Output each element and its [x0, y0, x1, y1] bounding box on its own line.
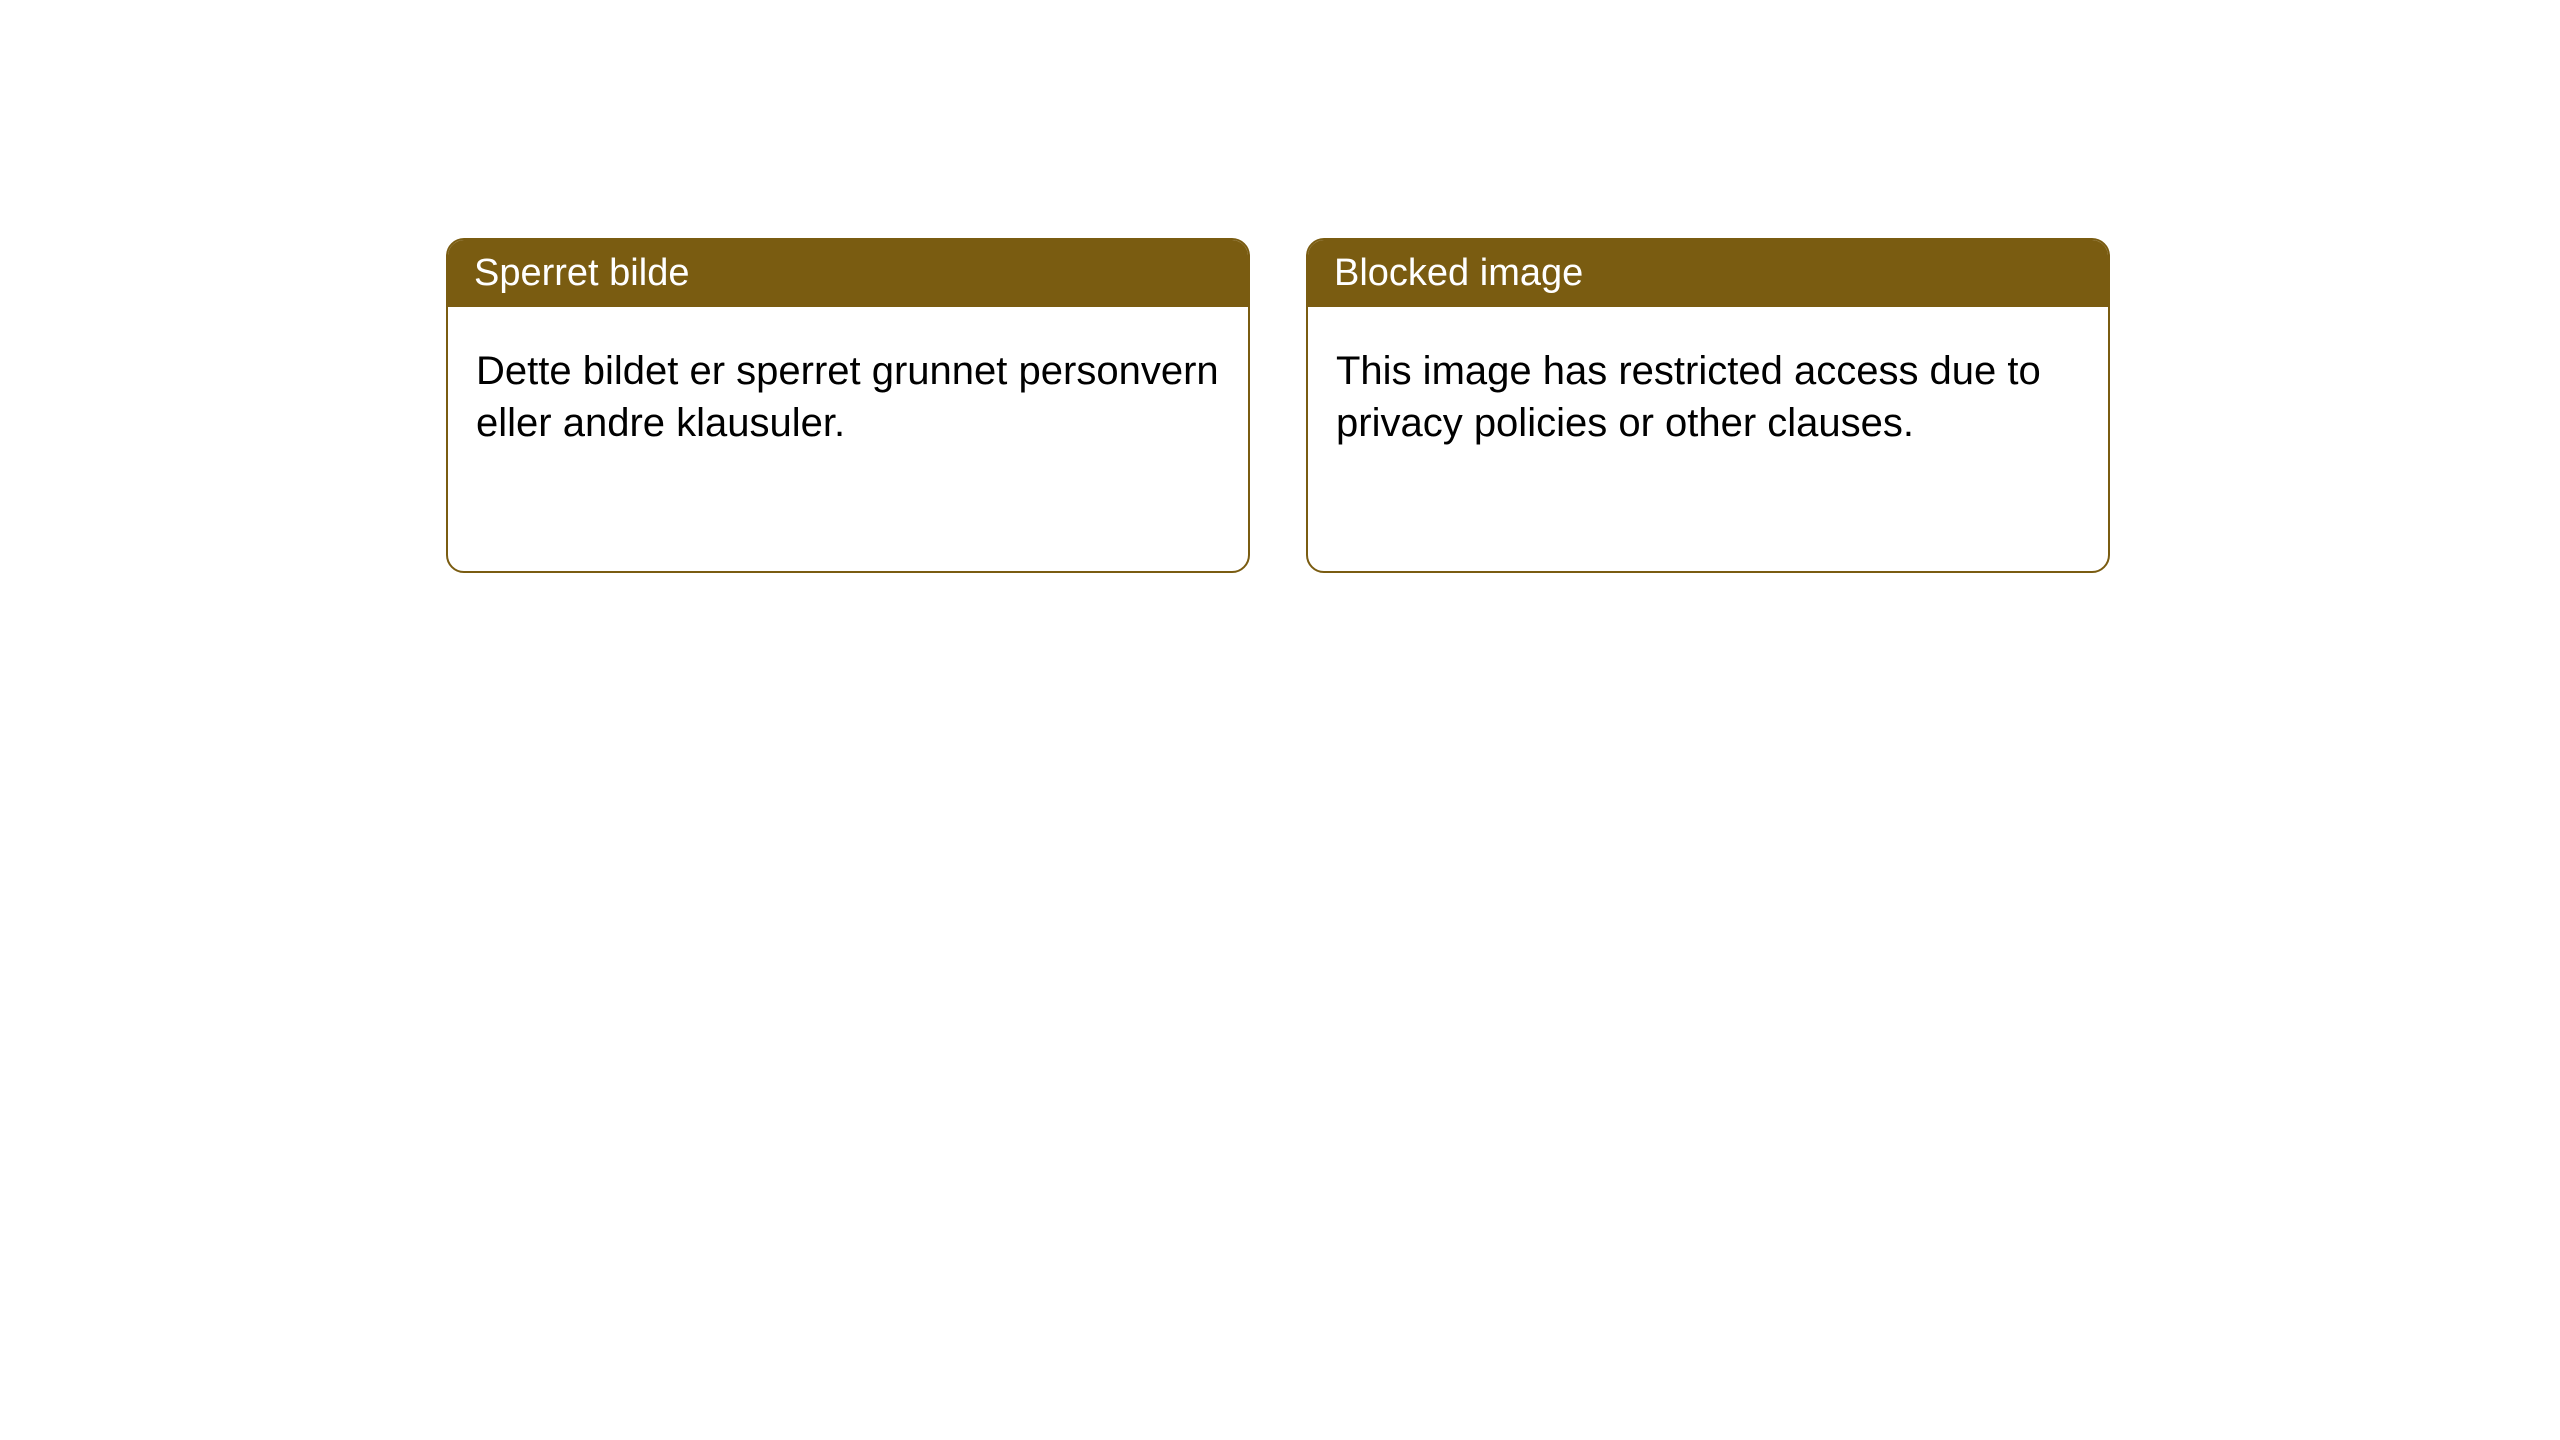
- card-message-en: This image has restricted access due to …: [1336, 349, 2041, 445]
- notice-card-container: Sperret bilde Dette bildet er sperret gr…: [0, 0, 2560, 573]
- card-body-en: This image has restricted access due to …: [1308, 307, 2108, 487]
- card-header-no: Sperret bilde: [448, 240, 1248, 307]
- card-header-en: Blocked image: [1308, 240, 2108, 307]
- card-title-en: Blocked image: [1334, 252, 1583, 294]
- blocked-image-card-no: Sperret bilde Dette bildet er sperret gr…: [446, 238, 1250, 573]
- card-title-no: Sperret bilde: [474, 252, 689, 294]
- blocked-image-card-en: Blocked image This image has restricted …: [1306, 238, 2110, 573]
- card-message-no: Dette bildet er sperret grunnet personve…: [476, 349, 1219, 445]
- card-body-no: Dette bildet er sperret grunnet personve…: [448, 307, 1248, 487]
